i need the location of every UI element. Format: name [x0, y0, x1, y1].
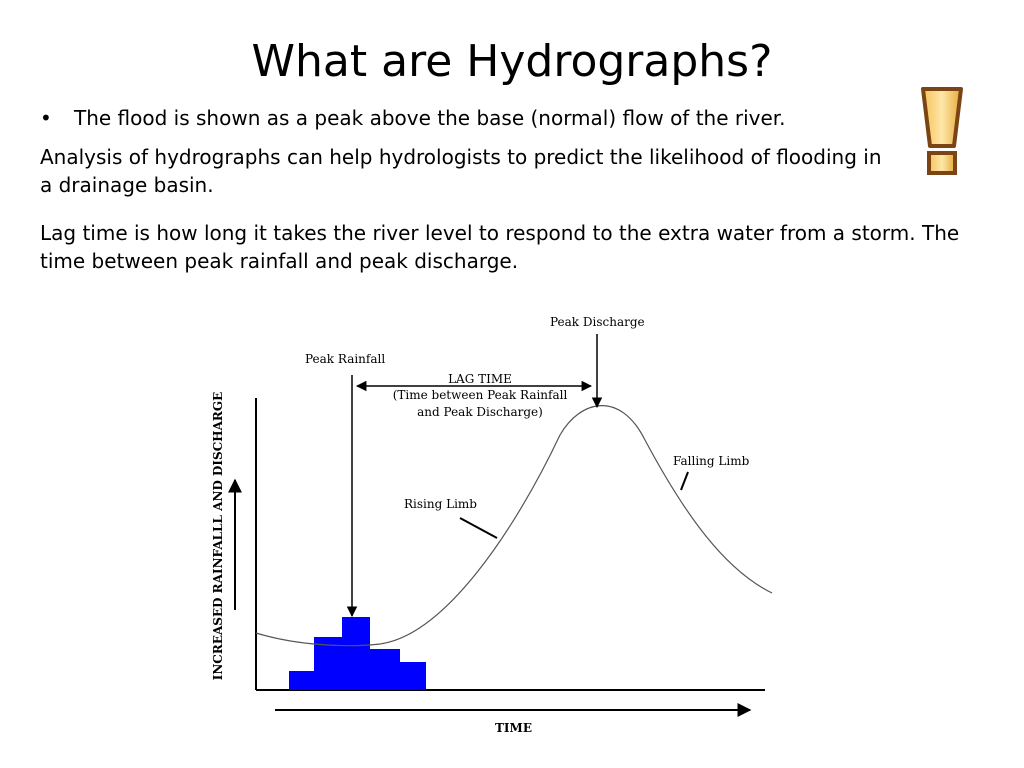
peak-discharge-label: Peak Discharge: [550, 315, 645, 329]
paragraph-analysis: Analysis of hydrographs can help hydrolo…: [40, 145, 882, 197]
y-axis-label: INCREASED RAINFALLL AND DISCHARGE: [211, 392, 225, 681]
paragraph-lag-time: Lag time is how long it takes the river …: [40, 221, 960, 273]
falling-limb-pointer: [680, 471, 689, 491]
rainfall-bar: [342, 617, 370, 690]
lag-time-label: LAG TIME: [448, 372, 512, 386]
rainfall-bars: [289, 617, 426, 690]
falling-limb-label: Falling Limb: [673, 454, 750, 468]
rainfall-bar: [400, 662, 426, 690]
peak-rainfall-label: Peak Rainfall: [305, 352, 385, 366]
lag-time-description-line1: (Time between Peak Rainfall: [393, 388, 568, 402]
bullet-marker: •: [40, 106, 52, 130]
rising-limb-pointer: [459, 517, 498, 539]
hydrograph-diagram: Peak Rainfall Peak Discharge LAG TIME (T…: [211, 315, 773, 735]
rising-limb-label: Rising Limb: [404, 497, 477, 511]
exclamation-mark-icon: [921, 87, 963, 175]
rainfall-bar: [370, 649, 400, 690]
bullet-text: The flood is shown as a peak above the b…: [74, 106, 786, 130]
slide-title: What are Hydrographs?: [251, 36, 773, 87]
rainfall-bar: [289, 671, 314, 690]
time-axis-label: TIME: [495, 721, 532, 735]
lag-time-description-line2: and Peak Discharge): [417, 405, 543, 419]
discharge-curve: [255, 405, 773, 647]
bullet-item: • The flood is shown as a peak above the …: [40, 104, 786, 132]
